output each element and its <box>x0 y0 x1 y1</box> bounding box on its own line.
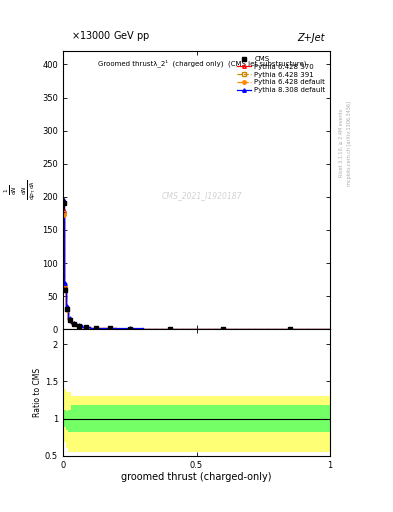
Y-axis label: $\frac{1}{\mathrm{d}N}$
$\frac{\mathrm{d}N}{\mathrm{d}p_\mathrm{T}\,\mathrm{d}\l: $\frac{1}{\mathrm{d}N}$ $\frac{\mathrm{d… <box>2 180 38 200</box>
Text: Z+Jet: Z+Jet <box>297 33 325 43</box>
X-axis label: groomed thrust (charged-only): groomed thrust (charged-only) <box>121 472 272 482</box>
Y-axis label: Ratio to CMS: Ratio to CMS <box>33 368 42 417</box>
Text: $\times$13000 GeV pp: $\times$13000 GeV pp <box>71 29 151 43</box>
Legend: CMS, Pythia 6.428 370, Pythia 6.428 391, Pythia 6.428 default, Pythia 8.308 defa: CMS, Pythia 6.428 370, Pythia 6.428 391,… <box>235 53 328 96</box>
Text: mcplots.cern.ch [arXiv:1306.3436]: mcplots.cern.ch [arXiv:1306.3436] <box>347 101 352 186</box>
Text: Rivet 3.1.10, ≥ 2.4M events: Rivet 3.1.10, ≥ 2.4M events <box>339 109 344 178</box>
Text: CMS_2021_I1920187: CMS_2021_I1920187 <box>162 191 242 200</box>
Text: Groomed thrustλ_2¹  (charged only)  (CMS jet substructure): Groomed thrustλ_2¹ (charged only) (CMS j… <box>97 59 306 67</box>
